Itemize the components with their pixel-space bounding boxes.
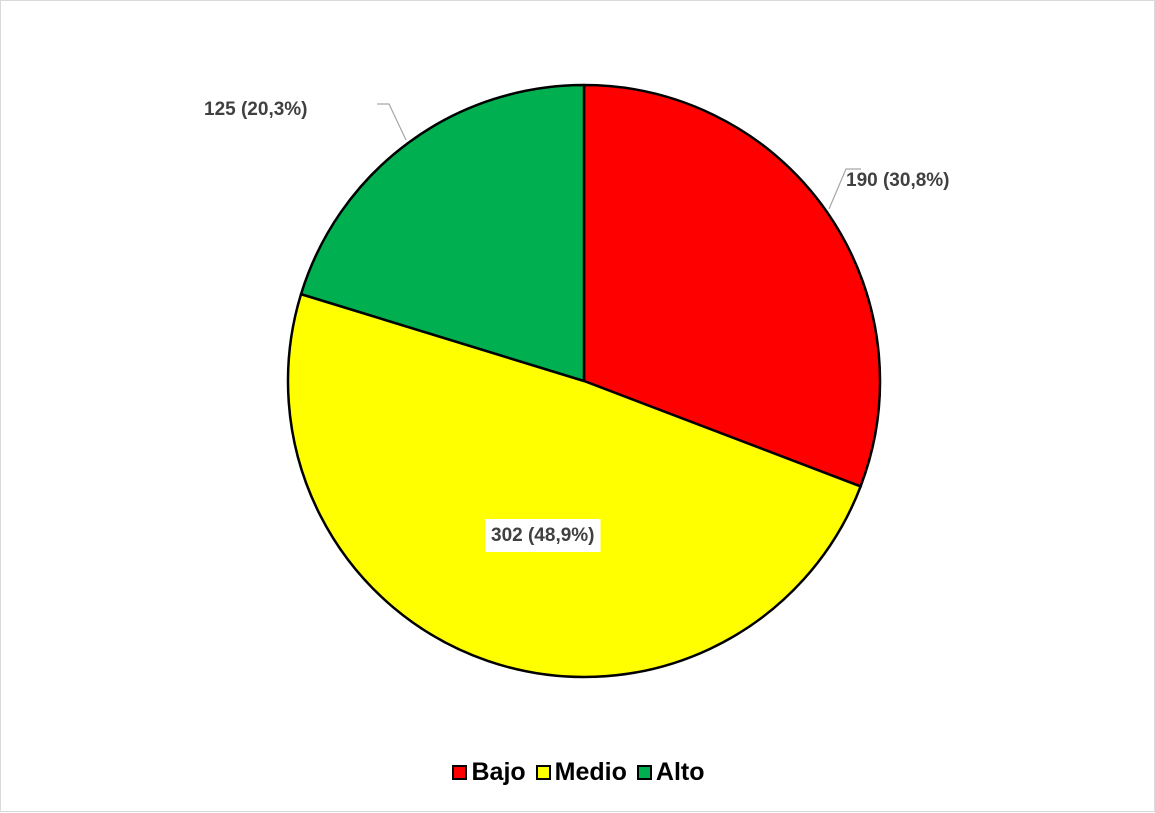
legend-label-alto: Alto — [655, 758, 705, 786]
pie-slice-alto — [299, 83, 586, 383]
legend-swatch-medio — [535, 765, 551, 780]
pie-slice-bajo — [582, 83, 882, 488]
legend-item-alto: Alto — [636, 758, 705, 787]
legend-swatch-bajo — [452, 765, 468, 780]
leader-lines — [377, 103, 861, 210]
pie-slices — [286, 83, 882, 679]
legend-swatch-alto — [636, 765, 652, 780]
legend-label-medio: Medio — [554, 758, 627, 786]
pie-slice-medio — [286, 292, 862, 679]
data-label-medio: 302 (48,9%) — [491, 525, 595, 546]
leader-line-bajo — [828, 168, 861, 210]
legend-label-bajo: Bajo — [471, 758, 526, 786]
legend: Bajo Medio Alto — [1, 758, 1155, 787]
data-label-background-medio — [485, 519, 601, 552]
leader-line-alto — [377, 103, 407, 141]
legend-item-bajo: Bajo — [452, 758, 526, 787]
data-label-alto: 125 (20,3%) — [204, 99, 308, 120]
legend-item-medio: Medio — [535, 758, 627, 787]
data-label-bajo: 190 (30,8%) — [846, 170, 950, 191]
